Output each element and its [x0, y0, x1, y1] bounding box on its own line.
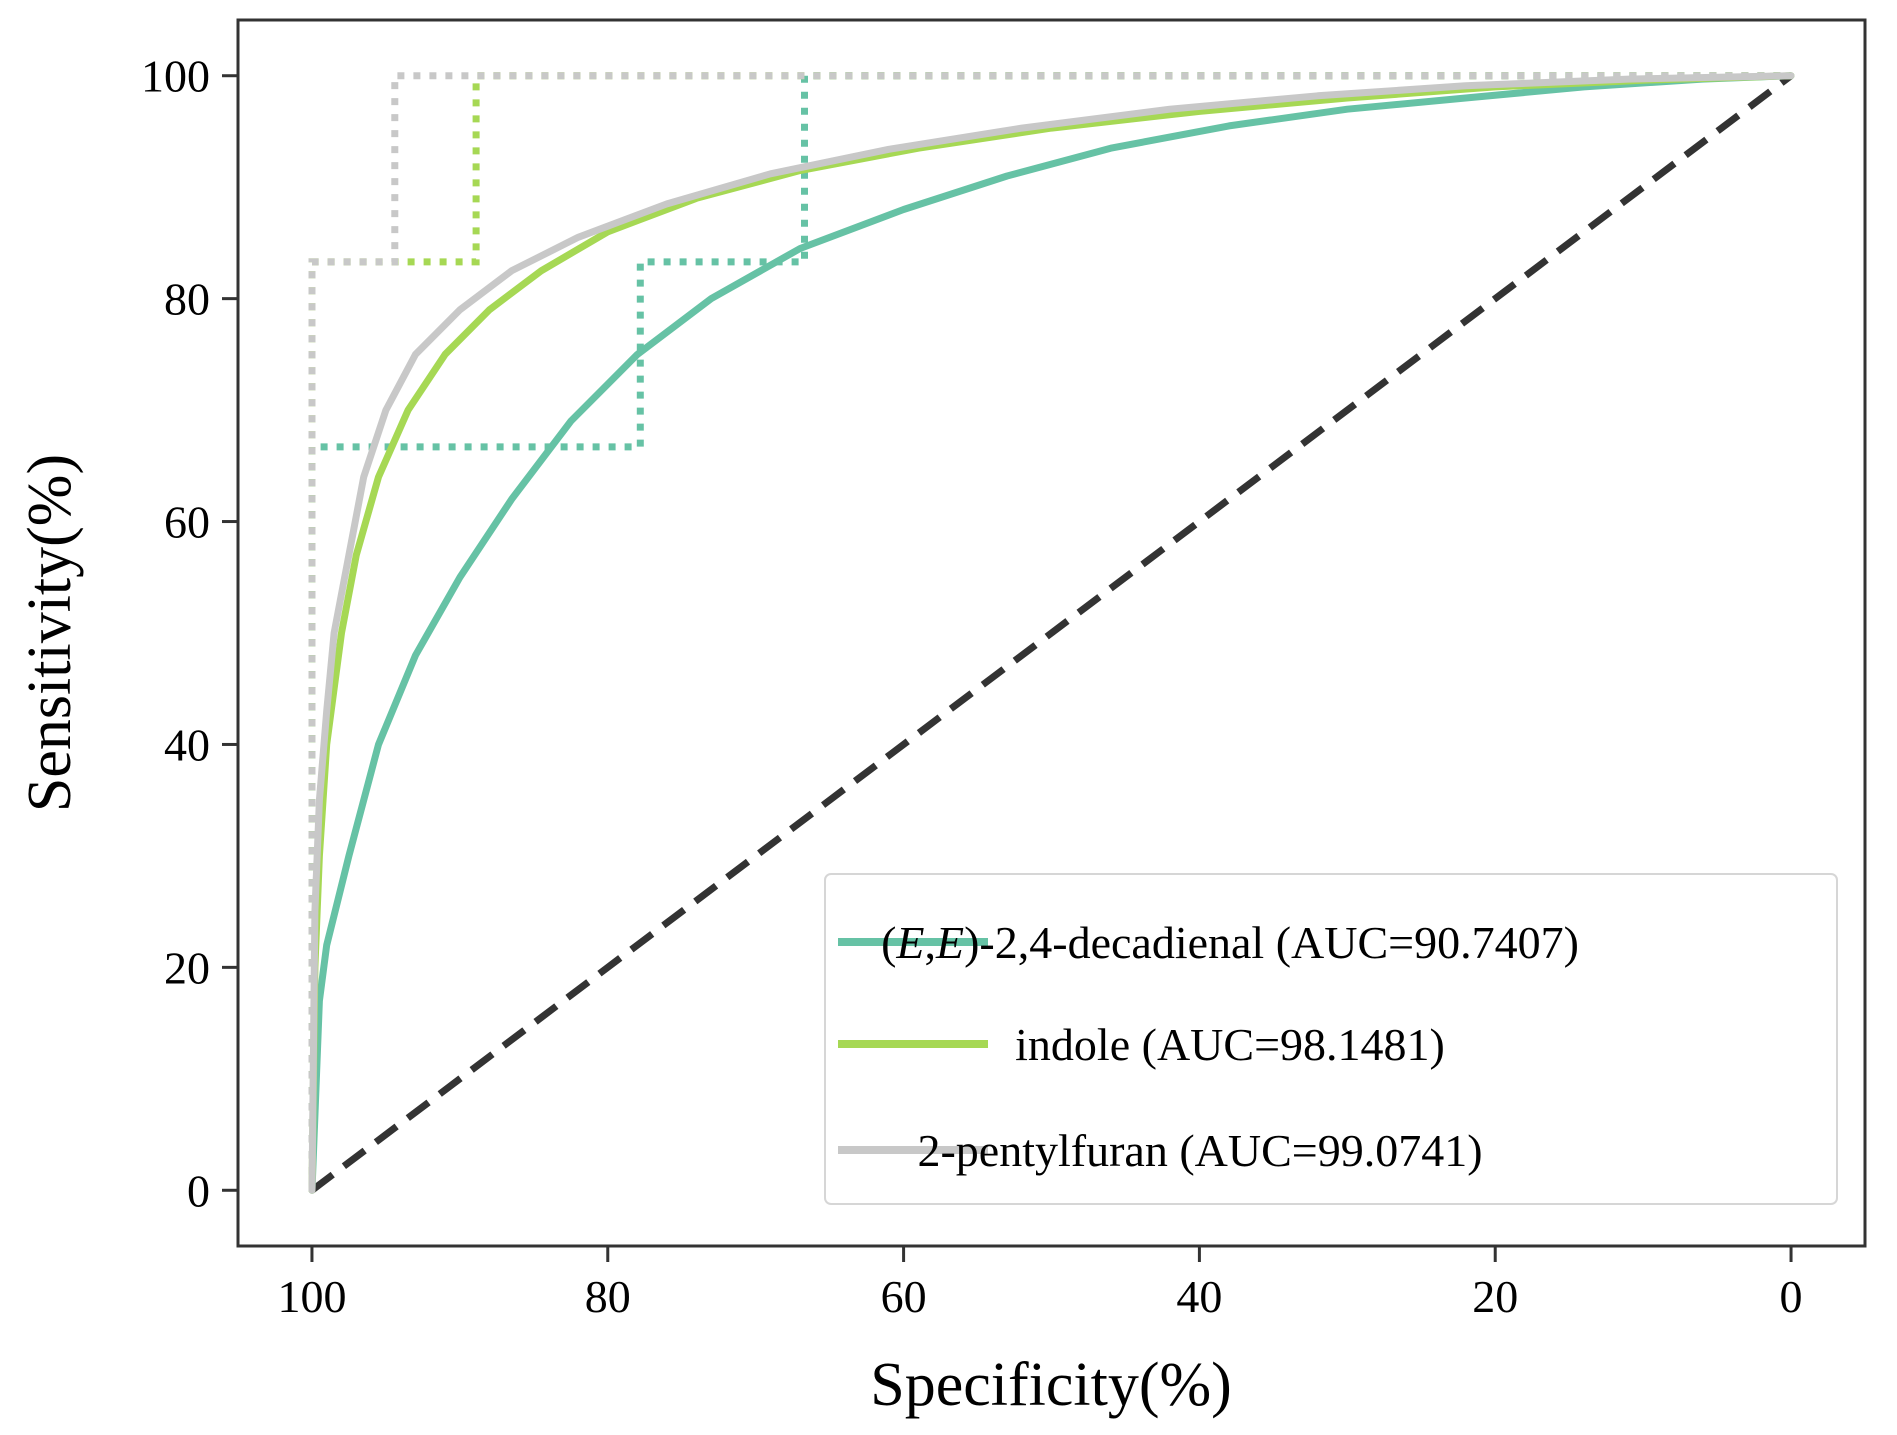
roc-curve-3	[308, 72, 1795, 1194]
y-tick-label: 60	[164, 497, 210, 548]
legend-items: (E,E)-2,4-decadienal (AUC=90.7407) indole…	[838, 917, 1579, 1176]
plot-frame	[236, 18, 1867, 1248]
legend: (E,E)-2,4-decadienal (AUC=90.7407) indole…	[824, 873, 1838, 1205]
roc-curves	[308, 72, 1795, 1194]
y-tick-label: 0	[187, 1165, 210, 1216]
x-axis-title: Specificity(%)	[870, 1351, 1232, 1419]
x-tick-label: 0	[1780, 1271, 1803, 1322]
step-line-3	[308, 72, 1791, 1191]
legend-box	[824, 873, 1838, 1205]
y-tick-label: 80	[164, 274, 210, 325]
diagonal-reference-line	[309, 72, 1794, 1194]
x-tick-label: 100	[277, 1271, 346, 1322]
y-axis-title: Sensitivity(%)	[16, 454, 84, 812]
legend-label-3: 2-pentylfuran (AUC=99.0741)	[917, 1125, 1482, 1176]
roc-curve-2	[308, 72, 1795, 1194]
y-tick-label: 40	[164, 719, 210, 770]
step-threshold-lines	[308, 72, 1791, 1191]
x-tick-label: 40	[1176, 1271, 1222, 1322]
legend-label-2: indole (AUC=98.1481)	[1015, 1019, 1445, 1070]
y-axis-ticks: 0 20 40 60 80 100	[141, 51, 238, 1216]
x-axis-ticks: 100 80 60 40 20 0	[277, 1246, 1803, 1322]
x-tick-label: 80	[585, 1271, 631, 1322]
y-tick-label: 100	[141, 51, 210, 102]
x-tick-label: 20	[1472, 1271, 1518, 1322]
legend-label-1: (E,E)-2,4-decadienal (AUC=90.7407)	[881, 917, 1579, 968]
x-tick-label: 60	[881, 1271, 927, 1322]
roc-curve-1	[308, 72, 1795, 1194]
y-tick-label: 20	[164, 942, 210, 993]
